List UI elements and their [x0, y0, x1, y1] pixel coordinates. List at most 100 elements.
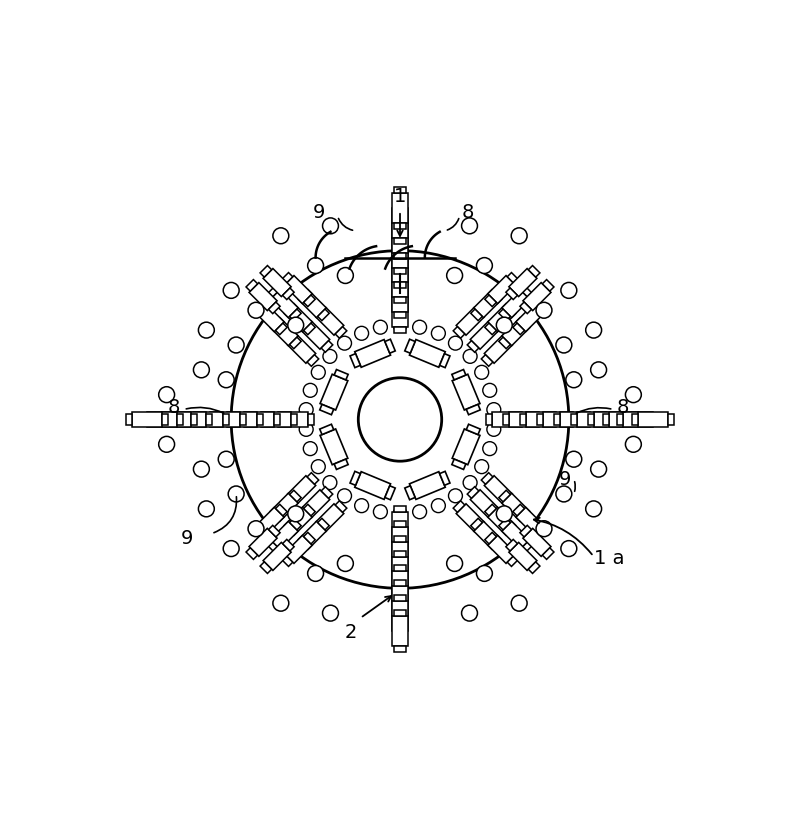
Bar: [302, 490, 330, 518]
Bar: [485, 323, 496, 334]
Bar: [594, 411, 623, 428]
Bar: [298, 521, 326, 550]
Bar: [350, 354, 360, 368]
Bar: [156, 414, 162, 425]
Circle shape: [561, 283, 577, 299]
Circle shape: [590, 362, 606, 378]
Circle shape: [556, 486, 572, 502]
Bar: [405, 485, 415, 500]
Circle shape: [338, 555, 354, 571]
Bar: [405, 339, 415, 353]
Circle shape: [496, 317, 512, 333]
Bar: [394, 520, 406, 527]
Bar: [354, 472, 390, 500]
Bar: [494, 287, 505, 299]
Circle shape: [462, 218, 478, 234]
Circle shape: [194, 362, 210, 378]
Bar: [623, 414, 630, 425]
Circle shape: [311, 365, 326, 379]
Bar: [556, 414, 562, 425]
Text: 9: 9: [559, 470, 571, 489]
Bar: [522, 287, 533, 299]
Bar: [507, 555, 519, 566]
Bar: [267, 287, 278, 299]
Bar: [394, 556, 406, 562]
Text: 9: 9: [181, 529, 194, 548]
Bar: [392, 601, 408, 631]
Bar: [392, 268, 408, 298]
Bar: [318, 309, 330, 320]
Circle shape: [413, 320, 426, 334]
Bar: [482, 354, 493, 366]
Bar: [394, 646, 406, 652]
Bar: [304, 295, 315, 307]
Bar: [298, 319, 310, 329]
Bar: [522, 314, 533, 326]
Bar: [394, 232, 406, 238]
Bar: [267, 513, 278, 525]
Circle shape: [482, 384, 497, 397]
Bar: [281, 300, 293, 312]
Bar: [539, 414, 545, 425]
Bar: [577, 411, 606, 428]
Bar: [507, 527, 519, 538]
Bar: [320, 374, 348, 410]
Bar: [394, 550, 406, 556]
Bar: [535, 300, 547, 312]
Circle shape: [158, 436, 174, 452]
Circle shape: [536, 302, 552, 319]
Bar: [263, 269, 291, 297]
Bar: [256, 507, 284, 535]
Bar: [288, 335, 316, 364]
Bar: [392, 253, 408, 283]
Bar: [520, 525, 531, 537]
Circle shape: [228, 486, 244, 502]
Bar: [335, 500, 347, 512]
Circle shape: [198, 501, 214, 517]
Bar: [452, 374, 480, 410]
Circle shape: [487, 422, 501, 436]
Circle shape: [413, 505, 426, 519]
Bar: [502, 318, 530, 346]
Circle shape: [474, 460, 489, 474]
Circle shape: [194, 461, 210, 477]
Circle shape: [586, 501, 602, 517]
Bar: [394, 610, 406, 616]
Circle shape: [323, 475, 337, 490]
Circle shape: [511, 228, 527, 244]
Bar: [623, 411, 654, 428]
Bar: [394, 223, 406, 229]
Bar: [522, 414, 528, 425]
Circle shape: [218, 451, 234, 467]
Bar: [278, 411, 308, 428]
Bar: [513, 323, 525, 334]
Bar: [394, 312, 406, 319]
Bar: [394, 327, 406, 333]
Bar: [516, 507, 544, 535]
Bar: [440, 354, 450, 368]
Circle shape: [374, 320, 387, 334]
Bar: [170, 414, 177, 425]
Bar: [246, 548, 258, 560]
Circle shape: [511, 595, 527, 611]
Bar: [255, 414, 261, 425]
Bar: [316, 504, 344, 532]
Circle shape: [338, 489, 351, 503]
Circle shape: [358, 378, 442, 461]
Bar: [284, 507, 312, 535]
Bar: [249, 283, 277, 310]
Bar: [394, 595, 406, 601]
Bar: [509, 542, 537, 570]
Bar: [392, 616, 408, 646]
Bar: [290, 309, 301, 320]
Circle shape: [449, 489, 462, 503]
Bar: [238, 414, 244, 425]
Bar: [126, 414, 132, 425]
Circle shape: [322, 605, 338, 621]
Bar: [440, 471, 450, 485]
Bar: [467, 340, 479, 352]
Circle shape: [446, 268, 462, 284]
Bar: [146, 411, 177, 428]
Bar: [270, 318, 298, 346]
Bar: [499, 518, 510, 530]
